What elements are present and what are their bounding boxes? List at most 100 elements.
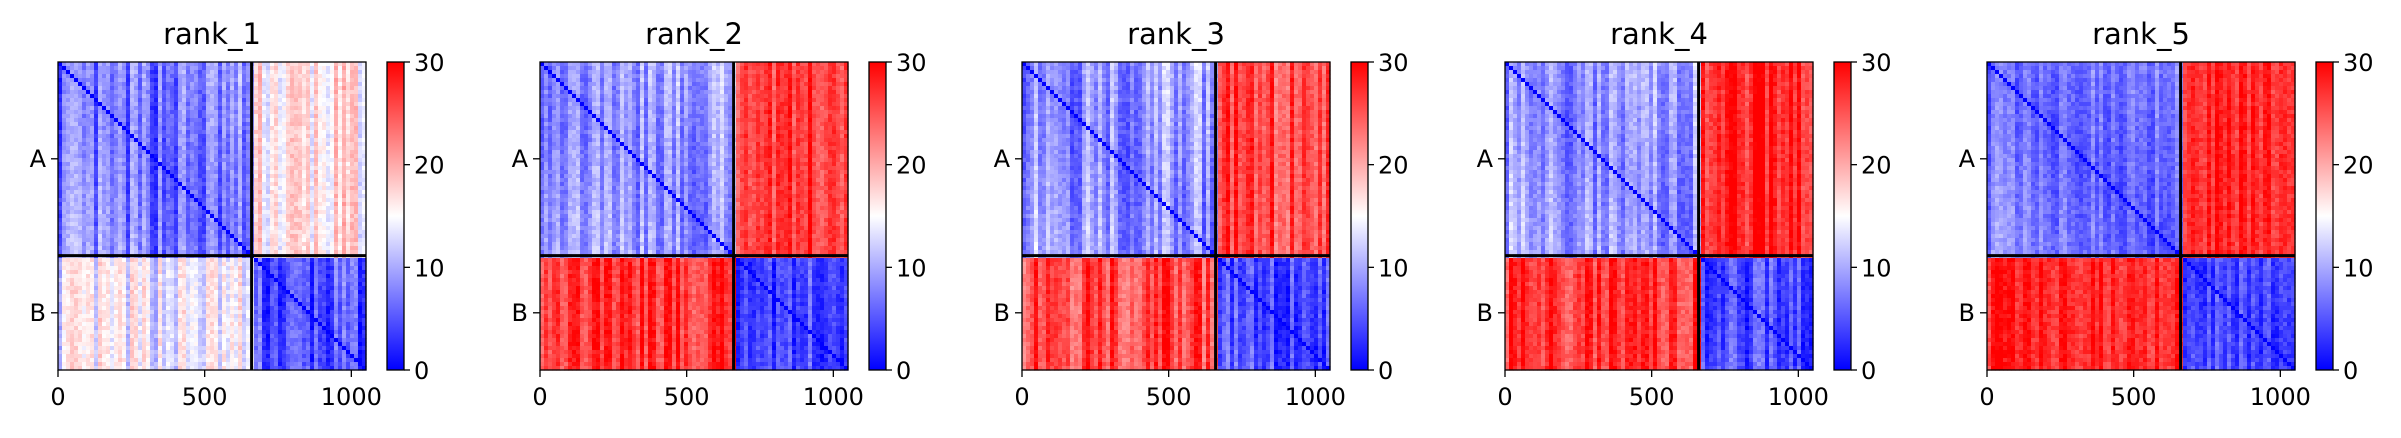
heatmap-cell xyxy=(354,86,359,91)
heatmap-cell xyxy=(290,86,295,91)
heatmap-cell xyxy=(134,66,139,71)
heatmap-cell xyxy=(282,86,287,91)
heatmap-cell xyxy=(282,78,287,83)
heatmap-cell xyxy=(238,102,243,107)
heatmap-cell xyxy=(178,98,183,103)
heatmap-cell xyxy=(86,106,91,111)
heatmap-cell xyxy=(214,90,219,95)
heatmap-cell xyxy=(242,82,247,87)
heatmap-cell xyxy=(238,62,243,67)
heatmap-cell xyxy=(310,110,315,115)
heatmap-cell xyxy=(218,94,223,99)
heatmap-cell xyxy=(94,102,99,107)
heatmap-cell xyxy=(286,82,291,87)
heatmap-cell xyxy=(154,74,159,79)
heatmap-cell xyxy=(330,70,335,75)
heatmap-cell xyxy=(238,74,243,79)
heatmap-cell xyxy=(154,106,159,111)
heatmap-cell xyxy=(294,82,299,87)
heatmap-cell xyxy=(234,102,239,107)
heatmap-cell xyxy=(158,90,163,95)
heatmap-cell xyxy=(226,86,231,91)
heatmap-cell xyxy=(126,74,131,79)
heatmap-cell xyxy=(142,106,147,111)
heatmap-cell xyxy=(294,114,299,119)
heatmap-cell xyxy=(210,62,215,67)
heatmap-cell xyxy=(318,114,323,119)
heatmap-cell xyxy=(214,62,219,67)
heatmap-cell xyxy=(126,114,131,119)
heatmap-cell xyxy=(190,98,195,103)
heatmap-cell xyxy=(254,110,259,115)
heatmap-cell xyxy=(314,94,319,99)
heatmap-cell xyxy=(90,102,95,107)
heatmap-cell xyxy=(86,94,91,99)
heatmap-cell xyxy=(150,78,155,83)
heatmap-cell xyxy=(98,66,103,71)
heatmap-cell xyxy=(234,90,239,95)
heatmap-cell xyxy=(330,62,335,67)
heatmap-cell xyxy=(150,82,155,87)
heatmap-cell xyxy=(218,114,223,119)
heatmap-cell xyxy=(110,106,115,111)
heatmap-cell xyxy=(74,74,79,79)
heatmap-cell xyxy=(254,62,259,67)
heatmap-cell xyxy=(278,66,283,71)
heatmap-cell xyxy=(358,74,363,79)
heatmap-cell xyxy=(310,102,315,107)
heatmap-cell xyxy=(94,86,99,91)
heatmap-cell xyxy=(302,78,307,83)
heatmap-cell xyxy=(262,70,267,75)
heatmap-cell xyxy=(330,82,335,87)
heatmap-cell xyxy=(346,62,351,67)
heatmap-cell xyxy=(78,114,83,119)
heatmap-cell xyxy=(238,66,243,71)
heatmap-cell xyxy=(114,94,119,99)
heatmap-cell xyxy=(166,70,171,75)
heatmap-cell xyxy=(278,94,283,99)
heatmap-cell xyxy=(66,78,71,83)
heatmap-cell xyxy=(274,82,279,87)
heatmap-cell xyxy=(74,102,79,107)
heatmap-cell xyxy=(62,78,67,83)
heatmap-cell xyxy=(70,114,75,119)
heatmap-cell xyxy=(342,74,347,79)
heatmap-cell xyxy=(130,70,135,75)
heatmap-cell xyxy=(286,94,291,99)
heatmap-cell xyxy=(222,110,227,115)
heatmap-cell xyxy=(174,62,179,67)
heatmap-cell xyxy=(114,106,119,111)
heatmap-cell xyxy=(158,86,163,91)
heatmap-cell xyxy=(138,98,143,103)
heatmap-cell xyxy=(130,106,135,111)
heatmap-cell xyxy=(150,90,155,95)
heatmap-cell xyxy=(206,74,211,79)
heatmap-cell xyxy=(118,102,123,107)
heatmap-cell xyxy=(130,74,135,79)
heatmap-cell xyxy=(326,114,331,119)
heatmap-cell xyxy=(298,78,303,83)
heatmap-cell xyxy=(290,82,295,87)
heatmap-cell xyxy=(282,94,287,99)
heatmap-cell xyxy=(74,106,79,111)
heatmap-cell xyxy=(86,74,91,79)
heatmap-cell xyxy=(154,94,159,99)
heatmap-cell xyxy=(314,74,319,79)
heatmap-cell xyxy=(194,106,199,111)
heatmap-cell xyxy=(70,106,75,111)
heatmap-cell xyxy=(238,90,243,95)
heatmap-cell xyxy=(142,102,147,107)
heatmap-cell xyxy=(274,66,279,71)
heatmap-cell xyxy=(66,98,71,103)
heatmap-cell xyxy=(154,110,159,115)
heatmap-cell xyxy=(290,98,295,103)
heatmap-cell xyxy=(350,94,355,99)
heatmap-cell xyxy=(270,110,275,115)
heatmap-cell xyxy=(194,86,199,91)
heatmap-cell xyxy=(58,78,63,83)
heatmap-cell xyxy=(70,110,75,115)
heatmap-cell xyxy=(326,110,331,115)
heatmap-cell xyxy=(62,86,67,91)
heatmap-cell xyxy=(230,106,235,111)
heatmap-cell xyxy=(102,110,107,115)
